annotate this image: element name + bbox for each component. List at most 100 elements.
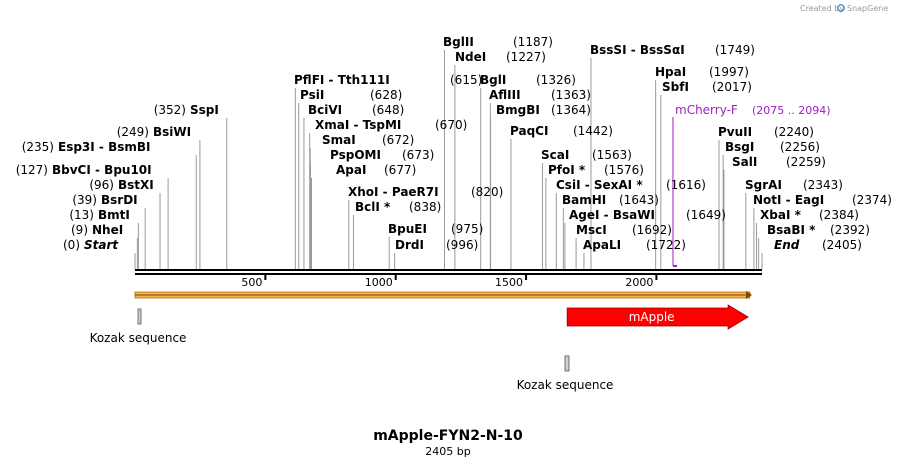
site-label[interactable]: XhoI - PaeR7I (820) [348, 185, 503, 199]
site-label[interactable]: ApaLI (1722) [583, 238, 686, 252]
site-label[interactable]: PspOMI (673) [330, 148, 434, 162]
site-label[interactable]: SgrAI (2343) [745, 178, 843, 192]
site-label[interactable]: DrdI (996) [395, 238, 478, 252]
site-label[interactable]: BmgBI (1364) [496, 103, 591, 117]
site-position: (39) [72, 193, 97, 207]
site-enzyme: BmtI [98, 208, 130, 222]
site-position: (1616) [666, 178, 706, 192]
primer-range: (2075 .. 2094) [752, 104, 831, 117]
site-position: (13) [69, 208, 94, 222]
site-enzyme: XmaI - TspMI [315, 118, 401, 132]
site-enzyme: SbfI [662, 80, 689, 94]
site-enzyme: BciVI [308, 103, 342, 117]
site-label[interactable]: XbaI * (2384) [760, 208, 859, 222]
site-label[interactable]: PvuII (2240) [718, 125, 814, 139]
site-label[interactable]: NdeI (1227) [455, 50, 546, 64]
site-enzyme: BstXI [118, 178, 154, 192]
site-position: (628) [370, 88, 402, 102]
site-enzyme: SspI [190, 103, 219, 117]
site-label[interactable]: (13) BmtI [69, 208, 130, 222]
site-position: (1364) [551, 103, 591, 117]
site-label[interactable]: BamHI (1643) [562, 193, 659, 207]
site-label[interactable]: (235) Esp3I - BsmBI [22, 140, 151, 154]
site-enzyme: BpuEI [388, 222, 427, 236]
site-label[interactable]: HpaI (1997) [655, 65, 749, 79]
site-label[interactable]: PsiI (628) [300, 88, 402, 102]
site-position: (2240) [774, 125, 814, 139]
snapgene-logo-icon [837, 4, 845, 12]
orf-bar[interactable] [134, 291, 752, 299]
site-position: (1187) [513, 35, 553, 49]
site-enzyme: NheI [92, 223, 123, 237]
site-enzyme: PflFI - Tth111I [294, 73, 390, 87]
site-label[interactable]: AflIII (1363) [489, 88, 591, 102]
site-enzyme: BssSI - BssSαI [590, 43, 685, 57]
site-enzyme: BmgBI [496, 103, 540, 117]
site-label[interactable]: CsiI - SexAI * (1616) [556, 178, 706, 192]
site-enzyme: AflIII [489, 88, 521, 102]
site-enzyme: CsiI - SexAI * [556, 178, 643, 192]
map-title: mApple-FYN2-N-10 [373, 428, 523, 444]
site-label[interactable]: (249) BsiWI [117, 125, 191, 139]
site-position: (2405) [822, 238, 862, 252]
site-label[interactable]: PfoI * (1576) [548, 163, 644, 177]
site-label[interactable]: BclI * (838) [355, 200, 441, 214]
ruler-tick-label: 500 [241, 276, 262, 289]
site-label[interactable]: SbfI (2017) [662, 80, 752, 94]
site-label[interactable]: BsgI (2256) [725, 140, 820, 154]
site-enzyme: SgrAI [745, 178, 782, 192]
site-label[interactable]: ScaI (1563) [541, 148, 632, 162]
site-enzyme: BsgI [725, 140, 754, 154]
site-label[interactable]: MscI (1692) [576, 223, 672, 237]
site-position: (127) [16, 163, 48, 177]
site-enzyme: Esp3I - BsmBI [58, 140, 150, 154]
sequence-ruler: 500 1000 1500 2000 [135, 269, 762, 289]
site-position: (1649) [686, 208, 726, 222]
site-position: (1692) [632, 223, 672, 237]
site-label[interactable]: (127) BbvCI - Bpu10I [16, 163, 152, 177]
site-label[interactable]: (96) BstXI [89, 178, 153, 192]
site-label[interactable]: XmaI - TspMI (670) [315, 118, 467, 132]
site-enzyme: XbaI * [760, 208, 802, 222]
site-position: (1227) [506, 50, 546, 64]
site-label[interactable]: BsaBI * (2392) [767, 223, 870, 237]
site-position: (1749) [715, 43, 755, 57]
feature-kozak-1[interactable]: Kozak sequence [90, 308, 187, 345]
site-enzyme: End [774, 238, 800, 252]
site-label[interactable]: ApaI (677) [336, 163, 416, 177]
site-label[interactable]: (0) Start [63, 238, 119, 252]
site-label[interactable]: (352) SspI [154, 103, 219, 117]
site-label[interactable]: BglI (1326) [480, 73, 576, 87]
site-label[interactable]: BglII (1187) [443, 35, 553, 49]
site-label[interactable]: AgeI - BsaWI (1649) [569, 208, 726, 222]
site-enzyme: PsiI [300, 88, 324, 102]
primer-mcherry-f[interactable]: mCherry-F (2075 .. 2094) [672, 103, 831, 267]
site-position: (235) [22, 140, 54, 154]
site-label[interactable]: SmaI (672) [322, 133, 414, 147]
site-enzyme: SalI [732, 155, 757, 169]
site-label[interactable]: PaqCI (1442) [510, 124, 613, 138]
site-position: (9) [71, 223, 88, 237]
site-label[interactable]: End (2405) [774, 238, 862, 252]
site-label[interactable]: SalI (2259) [732, 155, 826, 169]
site-label[interactable]: (9) NheI [71, 223, 123, 237]
site-position: (1997) [709, 65, 749, 79]
site-position: (2374) [852, 193, 892, 207]
credit-brand: SnapGene [847, 4, 888, 13]
site-label[interactable]: PflFI - Tth111I (615) [294, 73, 482, 87]
feature-kozak-2[interactable]: Kozak sequence [517, 355, 614, 392]
site-label[interactable]: (39) BsrDI [72, 193, 137, 207]
map-length: 2405 bp [425, 445, 470, 458]
site-enzyme: PaqCI [510, 124, 548, 138]
site-label[interactable]: BpuEI (975) [388, 222, 483, 236]
site-position: (352) [154, 103, 186, 117]
site-enzyme: BsrDI [101, 193, 138, 207]
site-label[interactable]: BciVI (648) [308, 103, 404, 117]
site-position: (96) [89, 178, 114, 192]
site-label[interactable]: BssSI - BssSαI (1749) [590, 43, 755, 57]
site-position: (820) [471, 185, 503, 199]
feature-mapple[interactable]: mApple [566, 304, 749, 330]
site-label[interactable]: NotI - EagI (2374) [753, 193, 892, 207]
site-enzyme: DrdI [395, 238, 424, 252]
site-position: (1326) [536, 73, 576, 87]
